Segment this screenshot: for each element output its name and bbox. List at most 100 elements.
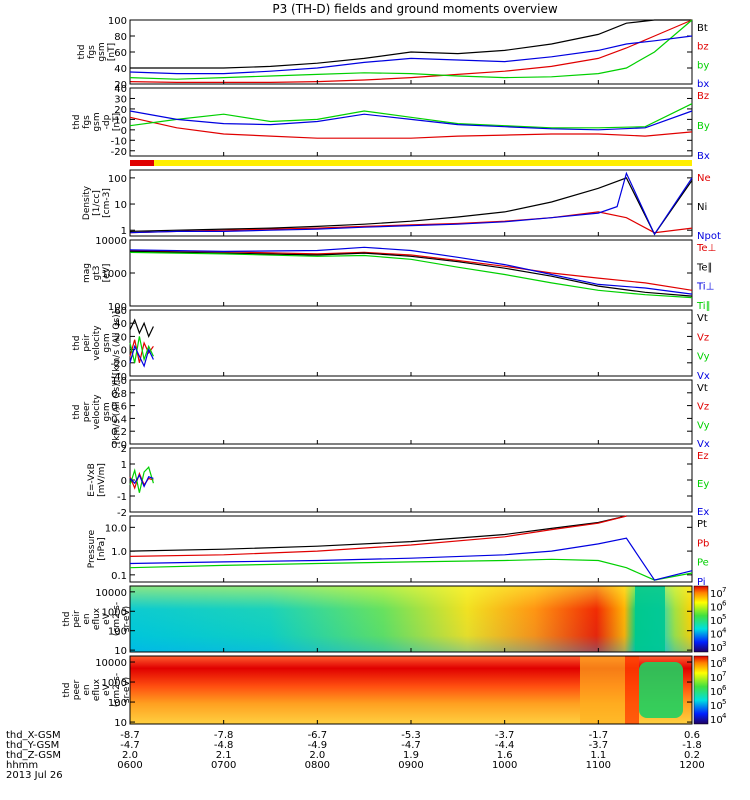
legend-Vt: Vt: [697, 313, 708, 324]
panel-peir-velocity-frame: [129, 309, 693, 377]
series-line-Pt: [129, 515, 627, 552]
ytick-label: 40: [114, 319, 127, 330]
colorbar-tick: 10: [710, 715, 723, 726]
ylabel-line: [mV/m]: [97, 463, 107, 497]
legend-Pt: Pt: [697, 519, 707, 530]
ylabel-line: [cm-3]: [102, 188, 112, 218]
ytick-label: 1000: [102, 678, 127, 689]
ytick-label: 0.8: [111, 389, 127, 400]
ytick-label: -40: [111, 372, 127, 383]
xrow-value: -4.7: [120, 740, 140, 751]
ylabel-fgs_gsm_dp: thd fgs gsm -dp [nT]: [72, 112, 122, 131]
panel-efield: [129, 447, 693, 513]
ytick-label: 40: [114, 84, 127, 95]
series-line-Ne: [129, 211, 693, 234]
ylabel-line: thd: [72, 405, 82, 420]
colorbar-exp: 4: [722, 712, 727, 720]
xrow-value: 2.1: [216, 750, 232, 761]
colorbar-exp: 6: [722, 600, 727, 608]
ylabel-line: sr-eV): [122, 677, 132, 703]
ytick-label: 10000: [95, 588, 127, 599]
ytick-label: -20: [111, 147, 127, 158]
ylabel-line: fgs: [87, 45, 97, 59]
quality-flag-bar: [130, 160, 692, 166]
ytick-label: 20: [114, 80, 127, 91]
legend-Te∥: Te∥: [696, 262, 713, 273]
legend-Vy: Vy: [697, 352, 710, 363]
panel-peer-velocity-frame: [129, 379, 693, 445]
xrow-value: 1.9: [403, 750, 419, 761]
ylabel-pressure: Pressure [nPa]: [87, 529, 107, 568]
ytick-label: 30: [114, 94, 127, 105]
xrow-value: 2.0: [122, 750, 138, 761]
ylabel-line: thd: [62, 612, 72, 627]
ytick-label: 10: [114, 200, 127, 211]
xrow-label-2: thd_Z-GSM: [6, 750, 61, 761]
xrow-value: -5.3: [401, 730, 421, 741]
peer-spectrogram-band: [625, 656, 639, 724]
ylabel-line: sr-eV): [122, 606, 132, 632]
series-line-Bt: [130, 19, 692, 69]
colorbar-tick: 10: [710, 616, 723, 627]
panel-fgs-gsm-dp: [129, 87, 693, 157]
xrow-value: -3.7: [589, 740, 609, 751]
ylabel-line: en: [82, 684, 92, 695]
ytick-label: 100: [108, 627, 127, 638]
ylabel-line: gsm: [102, 402, 112, 421]
legend-Vz: Vz: [697, 332, 709, 343]
peir-spectrogram-gap: [635, 586, 665, 652]
ylabel-line: eV: [102, 683, 112, 696]
ylabel-line: eflux: [92, 678, 102, 701]
ylabel-line: [km/s (All Qs)]: [112, 311, 122, 375]
ytick-label: 10: [114, 115, 127, 126]
ytick-label: 40: [114, 64, 127, 75]
series-line-Pi: [129, 537, 693, 581]
legend-Bz: Bz: [697, 91, 709, 102]
ytick-label: 0: [121, 126, 127, 137]
flag-bar-red: [130, 160, 154, 166]
series-line-Pb: [129, 515, 627, 557]
ylabel-line: thd: [62, 683, 72, 698]
series-line-Te⊥: [129, 249, 693, 291]
xrow-value: 1200: [679, 760, 704, 771]
ylabel-line: Density: [82, 185, 92, 220]
colorbar-tick: 10: [710, 643, 723, 654]
legend-by: by: [697, 60, 709, 71]
legend-Ez: Ez: [697, 451, 709, 462]
series-line-bz: [129, 19, 693, 83]
peer-spectrogram-transition: [580, 656, 625, 724]
legend-Pi: Pi: [697, 577, 706, 588]
ylabel-line: Pressure: [87, 529, 97, 568]
ytick-label: 100: [108, 698, 127, 709]
colorbar-tick: 10: [710, 687, 723, 698]
series-line-Ez: [129, 471, 154, 490]
ytick-label: -10: [111, 136, 127, 147]
ylabel-peir_en_eflux: thd peir en eflux eV (cm2-s-sr-eV): [62, 602, 132, 636]
legend-Pb: Pb: [697, 538, 709, 549]
series-line-Vy: [129, 336, 154, 363]
panel-efield-frame: [129, 447, 693, 513]
colorbar-exp: 7: [722, 586, 726, 594]
peer-spectrogram-blob: [639, 662, 683, 718]
legend-Npot: Npot: [697, 231, 721, 242]
panel-peir-spectrogram: [129, 585, 709, 653]
ytick-label: 0.6: [111, 402, 127, 413]
ytick-label: 0.0: [111, 440, 127, 451]
ytick-label: 80: [114, 32, 127, 43]
ylabel-line: E=-VxB: [87, 463, 97, 497]
xrow-label-3: hhmm: [6, 760, 38, 771]
ylabel-line: gsm: [97, 42, 107, 61]
panel-fgs-gsm-dp-frame: [129, 87, 693, 157]
panel-efield-content: -2 -1 0 1 2 E=-VxB [mV/m] Ez Ey Ex: [87, 444, 709, 519]
xrow-value: -3.7: [495, 730, 515, 741]
xrow-value: 0.6: [684, 730, 700, 741]
ytick-label: 60: [114, 306, 127, 317]
ylabel-line: thd: [77, 45, 87, 60]
peir-spectrogram-shade: [130, 586, 692, 652]
ylabel-line: [km/s (All Qs)]: [112, 380, 122, 444]
xrow-label-0: thd_X-GSM: [6, 730, 61, 741]
